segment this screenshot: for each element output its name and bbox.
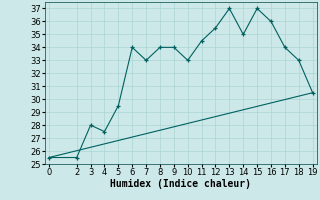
X-axis label: Humidex (Indice chaleur): Humidex (Indice chaleur) <box>110 179 251 189</box>
